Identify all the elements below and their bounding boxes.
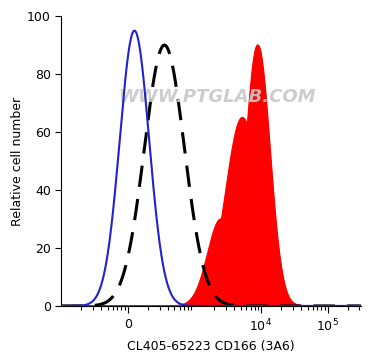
X-axis label: CL405-65223 CD166 (3A6): CL405-65223 CD166 (3A6) xyxy=(127,340,295,353)
Text: WWW.PTGLAB.COM: WWW.PTGLAB.COM xyxy=(118,88,316,106)
Y-axis label: Relative cell number: Relative cell number xyxy=(11,96,24,226)
